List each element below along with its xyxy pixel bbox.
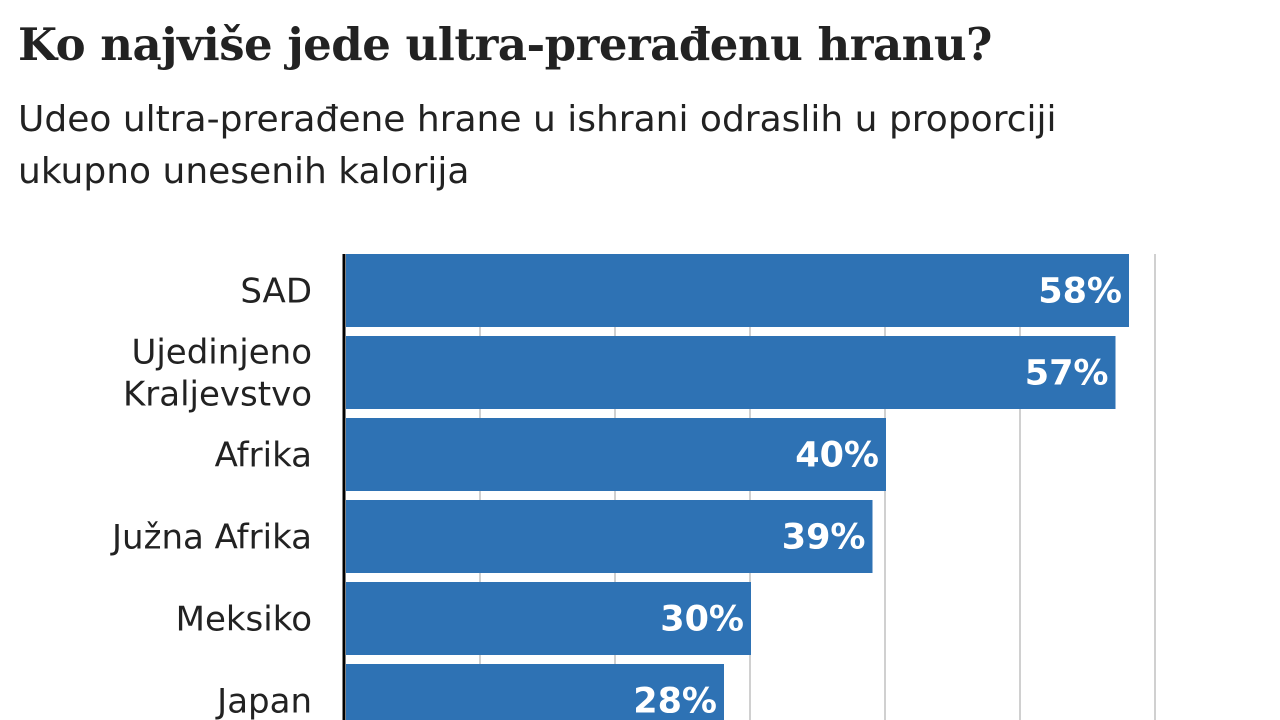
chart-subtitle: Udeo ultra-prerađene hrane u ishrani odr… — [18, 99, 1057, 192]
bar — [346, 254, 1129, 327]
bar — [346, 582, 751, 655]
category-label: Ujedinjeno — [131, 333, 312, 373]
category-label: Meksiko — [176, 600, 312, 640]
data-label: 58% — [1038, 272, 1122, 312]
category-label: Japan — [215, 682, 312, 720]
category-label: SAD — [240, 272, 312, 312]
bar — [346, 664, 724, 720]
data-label: 28% — [633, 682, 717, 720]
category-label: Južna Afrika — [110, 518, 312, 558]
data-label: 30% — [660, 600, 744, 640]
chart-title: Ko najviše jede ultra-prerađenu hranu? — [18, 18, 992, 71]
data-label: 39% — [782, 518, 866, 558]
bar — [346, 336, 1116, 409]
bar — [346, 418, 886, 491]
category-label: Afrika — [215, 436, 312, 476]
bar — [346, 500, 873, 573]
category-label: Kraljevstvo — [123, 375, 312, 415]
data-label: 57% — [1025, 354, 1109, 394]
data-label: 40% — [795, 436, 879, 476]
